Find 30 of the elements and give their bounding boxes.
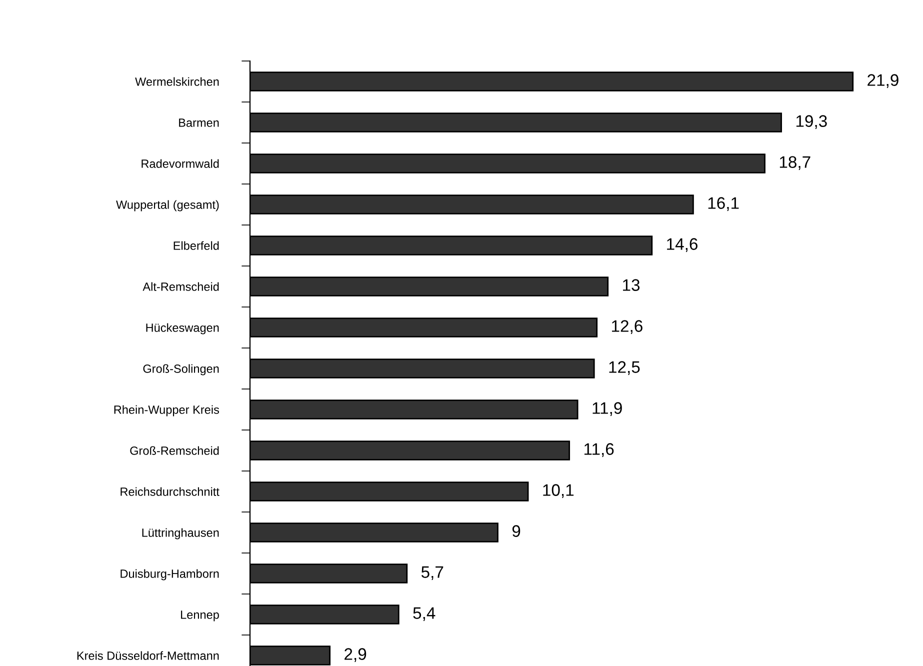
data-label: 10,1 xyxy=(543,484,574,498)
y-tick-label: Groß-Solingen xyxy=(143,364,219,376)
data-label: 9 xyxy=(512,525,520,537)
y-tick-label: Alt-Remscheid xyxy=(142,282,219,291)
y-tick-label: Wermelskirchen xyxy=(135,77,219,86)
data-label: 5,7 xyxy=(421,566,444,580)
data-label: 2,9 xyxy=(344,648,366,662)
y-tick-label: Radevormwald xyxy=(142,159,219,168)
y-tick-label: Hückeswagen xyxy=(146,323,219,334)
data-label: 11,9 xyxy=(592,402,622,416)
data-label: 14,6 xyxy=(667,238,698,252)
data-label: 5,4 xyxy=(413,607,436,621)
y-tick-label: Elberfeld xyxy=(174,241,219,250)
data-label: 13 xyxy=(623,279,640,291)
y-tick-label: Rhein-Wupper Kreis xyxy=(114,405,220,416)
y-tick-label: Wuppertal (gesamt) xyxy=(116,200,219,212)
y-tick-label: Barmen xyxy=(179,118,219,127)
y-tick-label: Reichsdurchschnitt xyxy=(120,487,220,496)
y-tick-label: Kreis Düsseldorf-Mettmann xyxy=(77,651,219,660)
data-label: 19,3 xyxy=(796,115,827,129)
y-tick-label: Groß-Remscheid xyxy=(130,446,219,455)
data-label: 11,6 xyxy=(584,443,614,457)
data-label: 21,9 xyxy=(868,74,898,88)
data-label: 12,6 xyxy=(612,320,642,334)
y-tick-label: Duisburg-Hamborn xyxy=(120,569,219,580)
y-tick-label: Lennep xyxy=(181,610,219,622)
data-label: 18,7 xyxy=(780,156,810,170)
data-label: 12,5 xyxy=(609,361,640,375)
y-tick-label: Lüttringhausen xyxy=(142,528,219,540)
data-label: 16,1 xyxy=(708,197,739,211)
